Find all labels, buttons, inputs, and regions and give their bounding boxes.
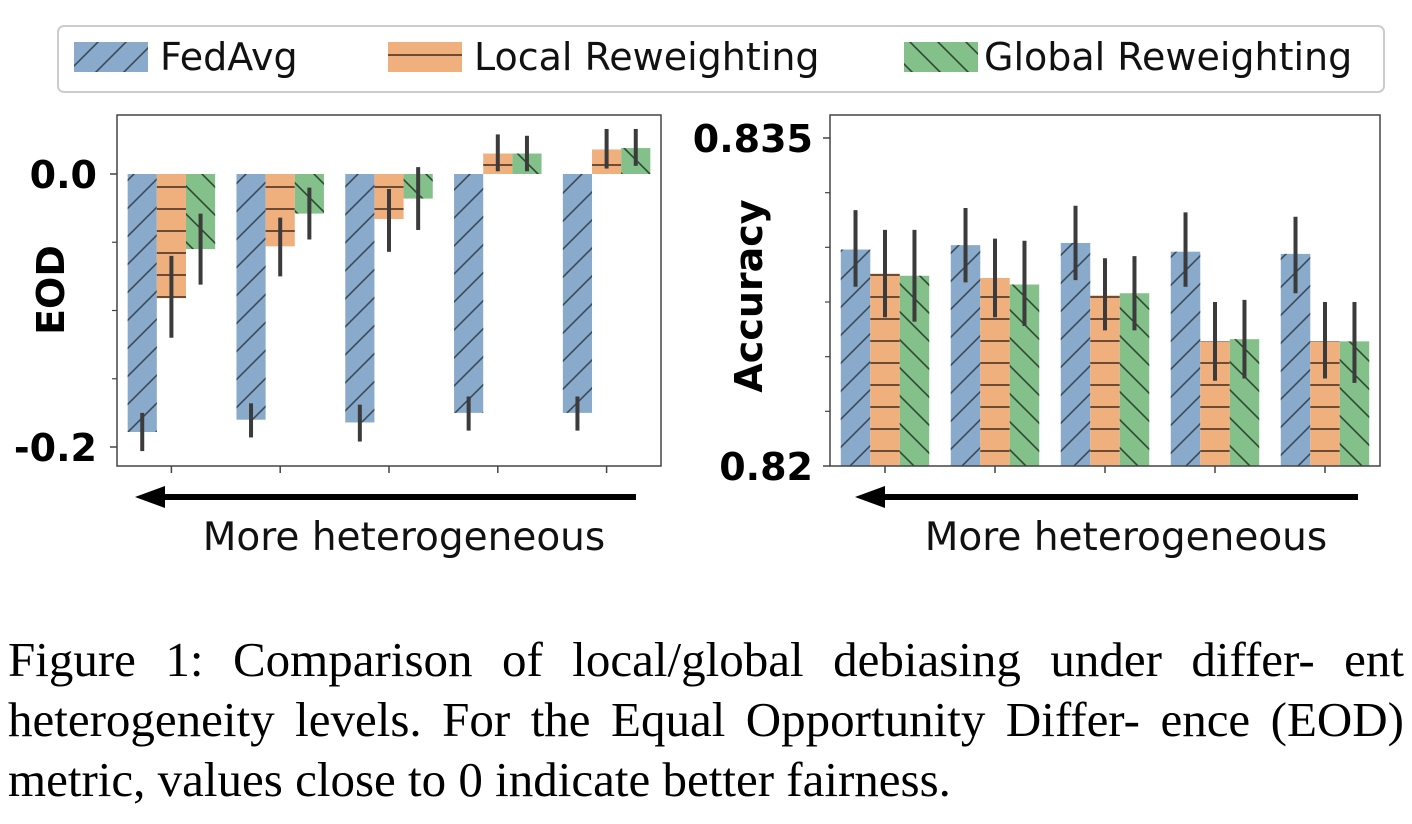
bar-hatch-fedavg-2: [236, 174, 266, 420]
legend-hatch-local: [388, 42, 462, 72]
ytick-label: 0.0: [30, 153, 97, 197]
legend-label-local: Local Reweighting: [474, 35, 820, 79]
legend-item-global: Global Reweighting: [904, 35, 1352, 79]
figure-canvas: FedAvg Local Reweighting Global Reweight…: [14, 25, 1385, 560]
x-axis-label: More heterogeneous: [925, 515, 1327, 560]
legend: FedAvg Local Reweighting Global Reweight…: [57, 25, 1385, 93]
ytick-label: 0.835: [693, 117, 813, 161]
y-axis-label: Accuracy: [727, 199, 771, 392]
bar-hatch-fedavg-4: [454, 174, 484, 413]
bar-hatch-fedavg-3: [345, 174, 375, 423]
bar-hatch-fedavg-4: [1170, 251, 1201, 466]
ytick-label: 0.82: [719, 445, 813, 489]
y-axis-label: EOD: [29, 245, 73, 335]
x-axis-label: More heterogeneous: [203, 515, 605, 560]
legend-label-global: Global Reweighting: [984, 35, 1352, 79]
bar-hatch-fedavg-5: [562, 174, 593, 413]
bar-hatch-fedavg-1: [127, 174, 157, 432]
legend-hatch-global: [904, 42, 978, 72]
left-arrow-icon: [855, 486, 885, 508]
legend-item-fedavg: FedAvg: [74, 35, 298, 79]
legend-item-local: Local Reweighting: [388, 35, 820, 79]
left-arrow-icon: [135, 486, 165, 508]
legend-hatch-fedavg: [74, 42, 148, 72]
accuracy-chart: 0.835 0.82 Accuracy More heterogeneous: [693, 114, 1381, 560]
ytick-label: -0.2: [14, 426, 97, 470]
legend-label-fedavg: FedAvg: [160, 35, 298, 79]
eod-chart: 0.0 -0.2 EOD More heterogeneous: [14, 114, 662, 560]
figure-caption: Figure 1: Comparison of local/global deb…: [8, 632, 1404, 807]
